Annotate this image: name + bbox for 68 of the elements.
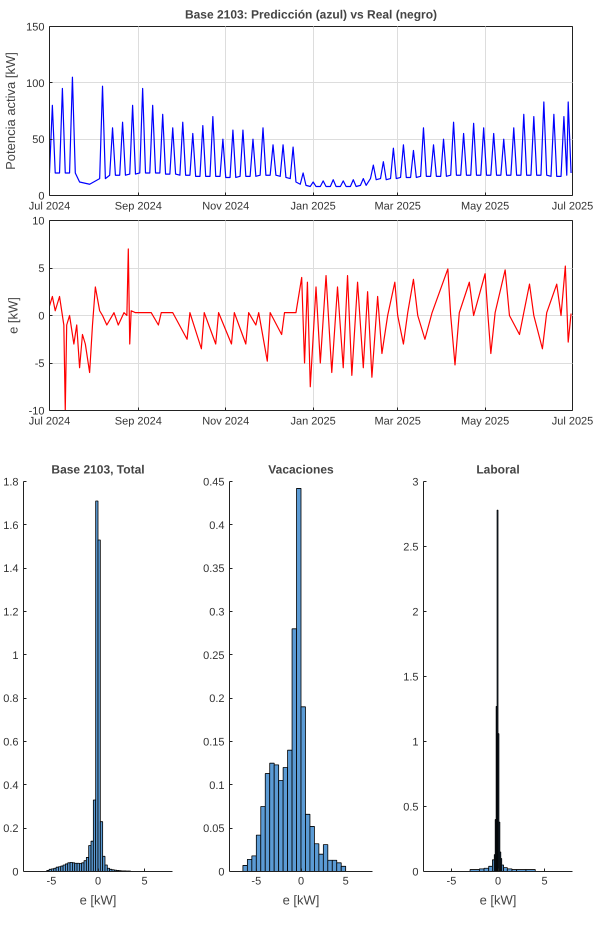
- x-tick-label: Jul 2025: [552, 416, 594, 428]
- y-tick-label: 0.6: [3, 736, 19, 748]
- y-tick-label: 0: [412, 866, 419, 878]
- y-tick-label: 0.15: [203, 736, 225, 748]
- y-tick-label: 0.8: [3, 693, 19, 706]
- x-tick-label: Nov 2024: [202, 416, 250, 428]
- y-tick-label: 10: [32, 216, 45, 228]
- y-tick-label: 1: [412, 736, 419, 748]
- y-tick-label: 0.2: [3, 823, 19, 836]
- y-tick-label: 0: [12, 866, 19, 878]
- y-tick-label: 0.1: [209, 780, 225, 792]
- y-tick-label: 1.6: [3, 520, 19, 532]
- y-tick-label: -5: [34, 358, 44, 370]
- y-tick-label: 1.8: [3, 476, 19, 488]
- x-tick-label: Jul 2024: [28, 200, 70, 212]
- x-tick-label: Jan 2025: [290, 416, 336, 428]
- y-tick-label: 0.45: [203, 476, 225, 488]
- y-axis-title: e [kW]: [6, 297, 21, 334]
- x-tick-label: Sep 2024: [114, 200, 162, 212]
- x-tick-label: Jul 2025: [552, 200, 594, 212]
- x-tick-label: 5: [542, 876, 548, 888]
- x-tick-label: 0: [298, 876, 304, 888]
- y-tick-label: 50: [32, 134, 45, 146]
- chart-title: Base 2103, Total: [51, 462, 145, 476]
- y-tick-label: 3: [412, 476, 419, 488]
- x-axis-title: e [kW]: [480, 892, 516, 908]
- x-tick-label: May 2025: [460, 200, 510, 212]
- y-tick-label: 0.05: [203, 823, 225, 836]
- y-tick-label: 0.4: [3, 780, 19, 792]
- y-tick-label: 0: [38, 190, 45, 202]
- y-tick-label: 1.2: [3, 606, 19, 618]
- y-tick-label: 2.5: [403, 542, 419, 554]
- x-tick-label: -5: [46, 876, 56, 888]
- x-tick-label: -5: [251, 876, 262, 888]
- x-tick-label: May 2025: [460, 416, 510, 428]
- x-tick-label: 5: [342, 876, 349, 888]
- y-tick-label: 0.5: [403, 802, 419, 814]
- x-tick-label: Mar 2025: [374, 416, 421, 428]
- y-tick-label: 150: [26, 22, 45, 34]
- x-tick-label: Jul 2024: [28, 416, 70, 428]
- x-axis-title: e [kW]: [282, 892, 320, 908]
- y-tick-label: 0.2: [209, 693, 225, 706]
- y-tick-label: -10: [28, 406, 45, 418]
- y-tick-label: 0: [218, 866, 225, 878]
- x-tick-label: Sep 2024: [114, 416, 162, 428]
- x-tick-label: 0: [94, 876, 102, 888]
- y-tick-label: 0.35: [203, 563, 225, 576]
- x-axis-title: e [kW]: [80, 892, 116, 908]
- y-tick-label: 0.3: [209, 606, 225, 618]
- y-tick-label: 1.4: [3, 563, 19, 576]
- y-tick-label: 1: [12, 650, 19, 662]
- x-tick-label: 5: [142, 876, 148, 888]
- y-tick-label: 2: [412, 606, 419, 618]
- y-tick-label: 5: [38, 263, 45, 275]
- x-tick-label: -5: [446, 876, 456, 888]
- y-tick-label: 0.4: [209, 520, 225, 532]
- chart-title: Base 2103: Predicción (azul) vs Real (negro): [184, 8, 438, 22]
- x-tick-label: Jan 2025: [290, 200, 336, 212]
- x-tick-label: Mar 2025: [374, 200, 421, 212]
- y-tick-label: 0.25: [203, 650, 225, 662]
- chart-title: Laboral: [476, 462, 520, 476]
- x-tick-label: 0: [494, 876, 502, 888]
- chart-title: Vacaciones: [268, 462, 334, 476]
- x-tick-label: Nov 2024: [202, 200, 250, 212]
- y-tick-label: 1.5: [403, 672, 419, 684]
- y-tick-label: 100: [26, 78, 45, 90]
- y-tick-label: 0: [38, 310, 45, 322]
- y-axis-title: Potencia activa [kW]: [3, 52, 18, 170]
